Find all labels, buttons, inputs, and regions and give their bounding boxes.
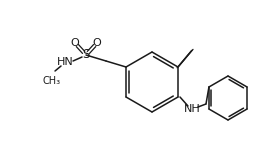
Text: NH: NH [184,104,200,114]
Text: CH₃: CH₃ [43,76,61,86]
Text: O: O [93,38,101,48]
Text: O: O [71,38,79,48]
Text: HN: HN [57,57,73,67]
Text: S: S [82,48,90,62]
